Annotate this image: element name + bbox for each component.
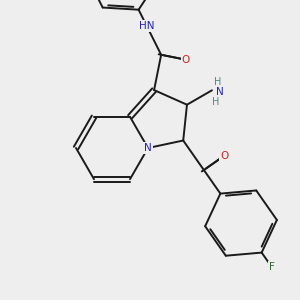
Text: O: O (182, 55, 190, 65)
Text: O: O (220, 151, 229, 160)
Text: HN: HN (139, 21, 154, 31)
Text: H: H (214, 77, 222, 87)
Text: F: F (269, 262, 275, 272)
Text: N: N (216, 87, 224, 97)
Text: H: H (212, 97, 220, 107)
Text: N: N (144, 143, 152, 153)
